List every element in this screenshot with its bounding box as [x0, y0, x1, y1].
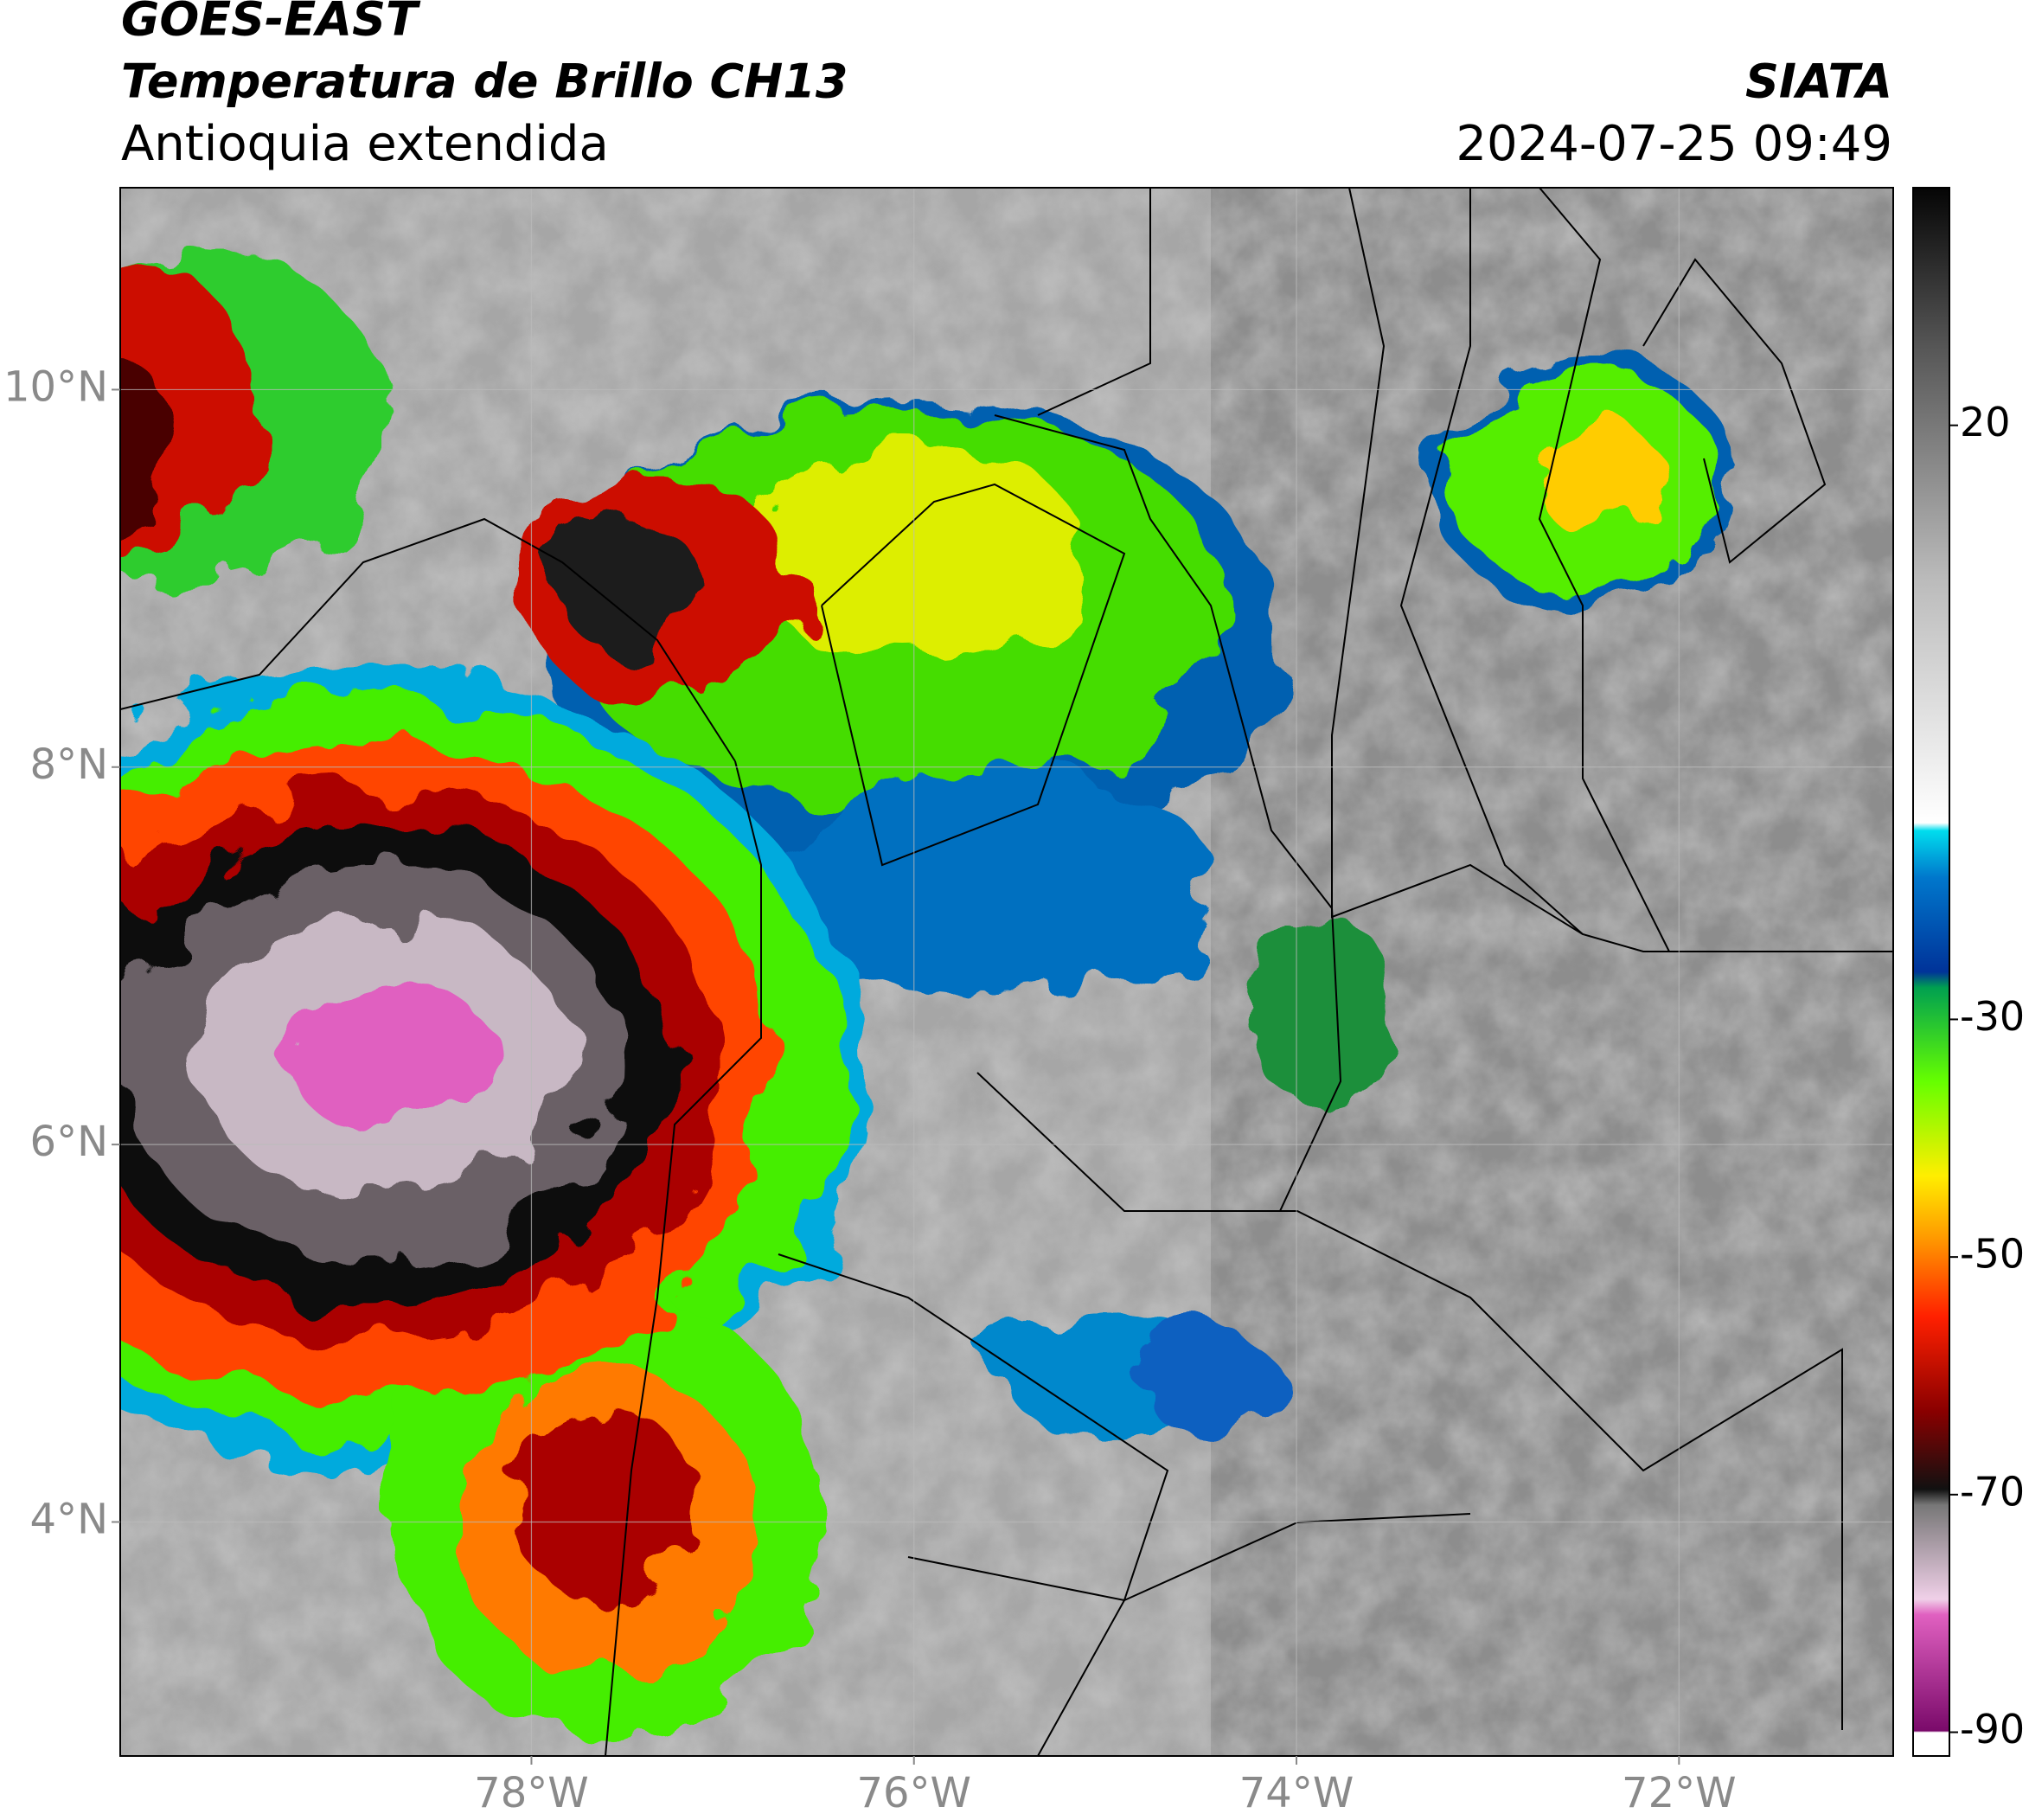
lat-tick-label: 10°N — [3, 362, 108, 411]
lon-tick-label: 72°W — [1622, 1769, 1737, 1817]
lat-tick-label: 8°N — [30, 740, 108, 789]
subtitle: Temperatura de Brillo CH13 — [121, 54, 848, 109]
graticule — [120, 188, 1893, 1756]
lon-tick-label: 76°W — [856, 1769, 971, 1817]
colorbar-tick-label: -90 — [1960, 1706, 2025, 1753]
datetime: 2024-07-25 09:49 — [1456, 116, 1892, 172]
lon-tick-label: 78°W — [474, 1769, 589, 1817]
map-image — [120, 188, 1893, 1756]
lat-tick-label: 6°N — [30, 1118, 108, 1166]
colorbar — [1912, 187, 1950, 1757]
lon-tick-label: 74°W — [1239, 1769, 1354, 1817]
colorbar-tick-label: 20 — [1960, 399, 2011, 445]
source: SIATA — [1745, 54, 1892, 109]
colorbar-tick-label: -70 — [1960, 1468, 2025, 1515]
colorbar-tick-label: -30 — [1960, 993, 2025, 1040]
region: Antioquia extendida — [121, 116, 609, 172]
colorbar-tick-label: -50 — [1960, 1231, 2025, 1278]
borders — [120, 188, 1893, 1756]
ticks: 10°N 8°N 6°N 4°N 78°W 76°W 74°W 72°W 20 -30 -50 -70… — [3, 362, 2025, 1817]
lat-tick-label: 4°N — [30, 1495, 108, 1543]
map-frame — [119, 187, 1894, 1757]
title: GOES-EAST — [121, 0, 421, 47]
